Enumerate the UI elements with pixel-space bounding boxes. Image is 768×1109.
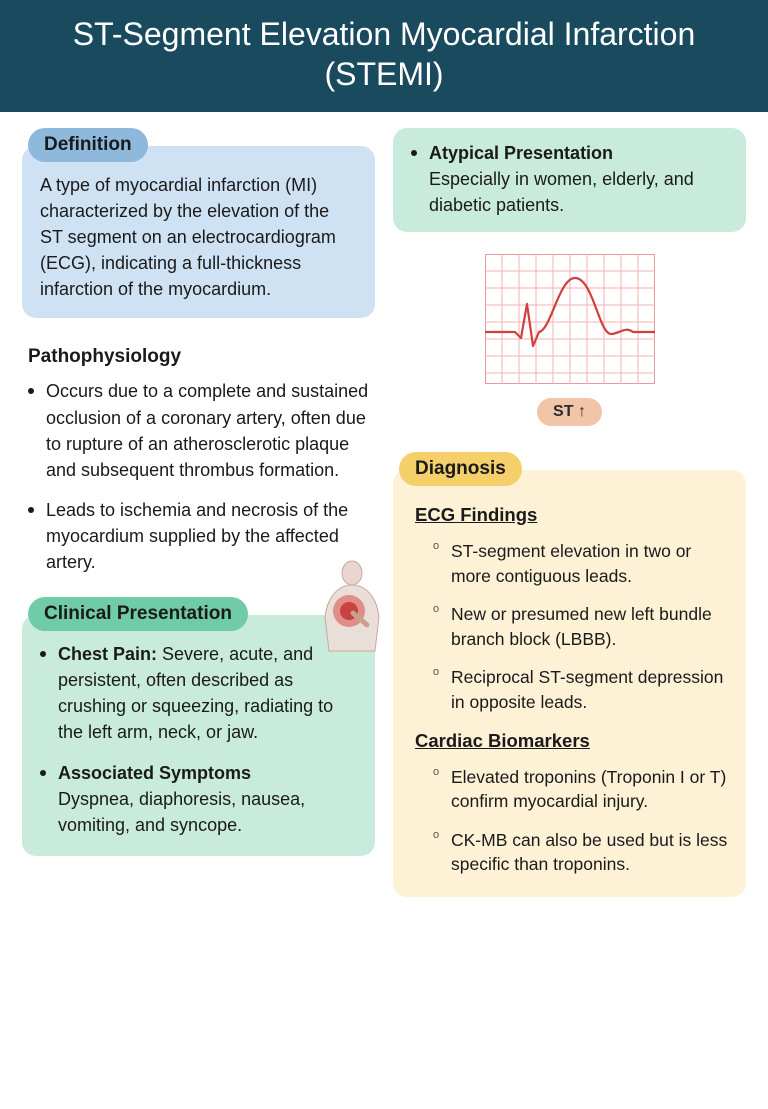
clinical-list: Chest Pain: Severe, acute, and persisten… [40,641,357,838]
diagnosis-box: ECG Findings ST-segment elevation in two… [393,470,746,897]
ecg-illustration: ST ↑ [393,254,746,426]
page-title: ST-Segment Elevation Myocardial Infarcti… [0,0,768,112]
list-item: Atypical Presentation Especially in wome… [411,140,728,218]
diagnosis-section: Diagnosis ECG Findings ST-segment elevat… [393,452,746,897]
item-title: Chest Pain: [58,644,157,664]
list-item: Occurs due to a complete and sustained o… [28,378,371,482]
ecg-waveform-icon [485,254,655,384]
list-item: Elevated troponins (Troponin I or T) con… [433,765,728,814]
definition-section: Definition A type of myocardial infarcti… [22,128,375,318]
ecg-findings-list: ST-segment elevation in two or more cont… [411,539,728,714]
biomarkers-heading: Cardiac Biomarkers [415,728,728,755]
definition-box: A type of myocardial infarction (MI) cha… [22,146,375,318]
diagnosis-pill: Diagnosis [399,452,522,486]
list-item: Reciprocal ST-segment depression in oppo… [433,665,728,714]
clinical-section: Clinical Presentation Chest Pain: Severe… [22,597,375,856]
definition-pill: Definition [28,128,148,162]
atypical-list: Atypical Presentation Especially in wome… [411,140,728,218]
pathophysiology-section: Pathophysiology Occurs due to a complete… [22,342,375,589]
item-title: Associated Symptoms [58,760,357,786]
pathophysiology-heading: Pathophysiology [28,346,375,368]
item-body: Especially in women, elderly, and diabet… [429,166,728,218]
item-body: Dyspnea, diaphoresis, nausea, vomiting, … [58,786,357,838]
left-column: Definition A type of myocardial infarcti… [22,128,375,897]
st-elevation-badge: ST ↑ [537,398,602,426]
list-item: ST-segment elevation in two or more cont… [433,539,728,588]
list-item: CK-MB can also be used but is less speci… [433,828,728,877]
pathophysiology-list: Occurs due to a complete and sustained o… [22,378,375,575]
atypical-box: Atypical Presentation Especially in wome… [393,128,746,232]
ecg-findings-heading: ECG Findings [415,502,728,529]
clinical-box: Chest Pain: Severe, acute, and persisten… [22,615,375,856]
list-item: New or presumed new left bundle branch b… [433,602,728,651]
right-column: Atypical Presentation Especially in wome… [393,128,746,897]
clinical-pill: Clinical Presentation [28,597,248,631]
biomarkers-list: Elevated troponins (Troponin I or T) con… [411,765,728,877]
chest-pain-figure-icon [309,559,395,660]
list-item: Associated Symptoms Dyspnea, diaphoresis… [40,760,357,838]
item-title: Atypical Presentation [429,140,728,166]
content-columns: Definition A type of myocardial infarcti… [0,112,768,917]
